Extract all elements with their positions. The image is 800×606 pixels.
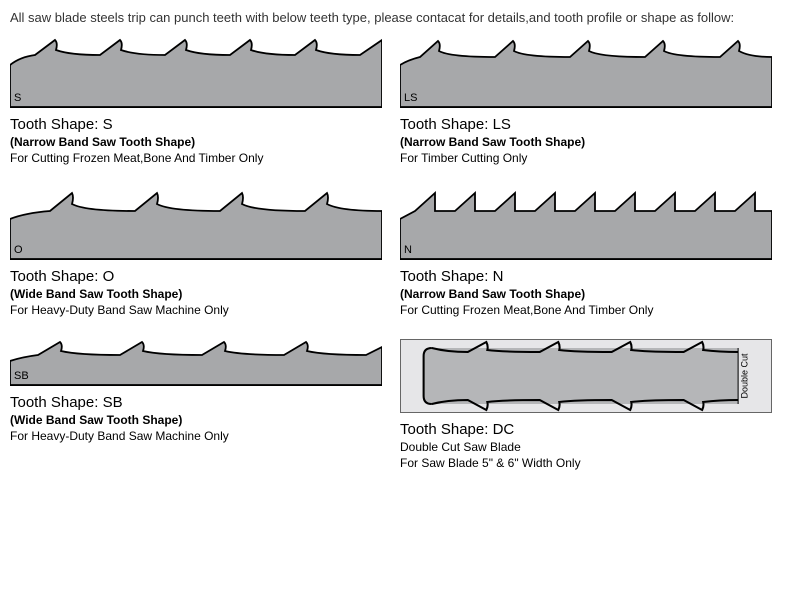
- desc-o: For Heavy-Duty Band Saw Machine Only: [10, 303, 382, 317]
- blade-o-path: [10, 193, 382, 259]
- subtitle-dc: Double Cut Saw Blade: [400, 440, 772, 454]
- blade-dc-body: [424, 348, 738, 404]
- desc-dc: For Saw Blade 5" & 6" Width Only: [400, 456, 772, 470]
- blade-n-code: N: [404, 244, 412, 256]
- blade-o-code: O: [14, 244, 23, 256]
- blade-s-path: [10, 40, 382, 107]
- subtitle-n: (Narrow Band Saw Tooth Shape): [400, 287, 772, 301]
- tooth-shape-grid: S Tooth Shape: S (Narrow Band Saw Tooth …: [10, 35, 790, 492]
- subtitle-s: (Narrow Band Saw Tooth Shape): [10, 135, 382, 149]
- subtitle-ls: (Narrow Band Saw Tooth Shape): [400, 135, 772, 149]
- tooth-shape-n: N Tooth Shape: N (Narrow Band Saw Tooth …: [400, 187, 790, 319]
- desc-ls: For Timber Cutting Only: [400, 151, 772, 165]
- title-dc: Tooth Shape: DC: [400, 421, 772, 438]
- blade-s-illustration: S: [10, 35, 382, 108]
- blade-o-illustration: O: [10, 187, 382, 260]
- blade-n-illustration: N: [400, 187, 772, 260]
- desc-sb: For Heavy-Duty Band Saw Machine Only: [10, 429, 382, 443]
- tooth-shape-sb: SB Tooth Shape: SB (Wide Band Saw Tooth …: [10, 339, 400, 472]
- blade-ls-path: [400, 41, 772, 107]
- subtitle-o: (Wide Band Saw Tooth Shape): [10, 287, 382, 301]
- title-s: Tooth Shape: S: [10, 116, 382, 133]
- blade-dc-side-label: Double Cut: [739, 353, 749, 398]
- blade-dc-illustration: Double Cut: [400, 339, 772, 413]
- title-n: Tooth Shape: N: [400, 268, 772, 285]
- intro-text: All saw blade steels trip can punch teet…: [10, 10, 790, 27]
- blade-ls-illustration: LS: [400, 35, 772, 108]
- blade-sb-path: [10, 342, 382, 385]
- blade-sb-illustration: SB: [10, 339, 382, 386]
- blade-s-code: S: [14, 92, 21, 104]
- desc-s: For Cutting Frozen Meat,Bone And Timber …: [10, 151, 382, 165]
- tooth-shape-ls: LS Tooth Shape: LS (Narrow Band Saw Toot…: [400, 35, 790, 167]
- tooth-shape-dc: Double Cut Tooth Shape: DC Double Cut Sa…: [400, 339, 790, 472]
- title-ls: Tooth Shape: LS: [400, 116, 772, 133]
- tooth-shape-o: O Tooth Shape: O (Wide Band Saw Tooth Sh…: [10, 187, 400, 319]
- blade-sb-code: SB: [14, 370, 29, 382]
- blade-n-path: [400, 193, 772, 259]
- desc-n: For Cutting Frozen Meat,Bone And Timber …: [400, 303, 772, 317]
- title-sb: Tooth Shape: SB: [10, 394, 382, 411]
- blade-ls-code: LS: [404, 92, 417, 104]
- subtitle-sb: (Wide Band Saw Tooth Shape): [10, 413, 382, 427]
- title-o: Tooth Shape: O: [10, 268, 382, 285]
- tooth-shape-s: S Tooth Shape: S (Narrow Band Saw Tooth …: [10, 35, 400, 167]
